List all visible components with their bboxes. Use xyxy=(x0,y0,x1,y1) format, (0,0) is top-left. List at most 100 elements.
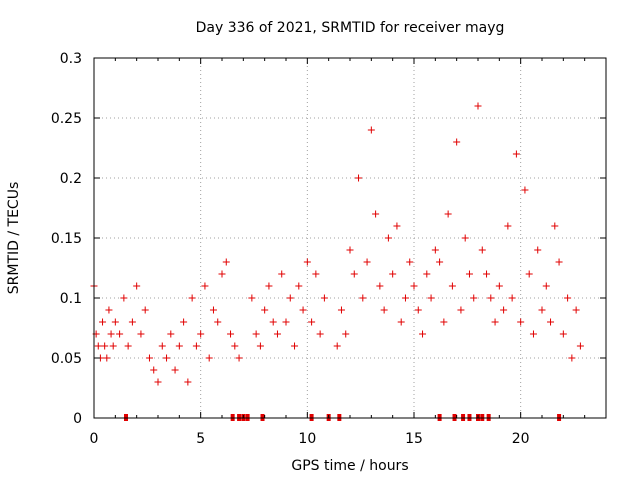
data-point xyxy=(175,342,183,350)
data-point xyxy=(474,102,482,110)
data-point xyxy=(504,222,512,230)
grid xyxy=(94,58,606,418)
data-point xyxy=(184,378,192,386)
data-point xyxy=(389,270,397,278)
data-point xyxy=(197,330,205,338)
data-point xyxy=(145,354,153,362)
data-point xyxy=(393,222,401,230)
data-point xyxy=(419,330,427,338)
data-point xyxy=(101,342,109,350)
y-tick-label: 0 xyxy=(73,411,82,427)
data-point xyxy=(491,318,499,326)
data-point xyxy=(261,306,269,314)
data-point xyxy=(252,330,260,338)
data-point xyxy=(423,270,431,278)
y-tick-label: 0.1 xyxy=(60,291,82,307)
data-point xyxy=(94,342,102,350)
data-point xyxy=(431,246,439,254)
data-point xyxy=(222,258,230,266)
data-point xyxy=(457,306,465,314)
data-point xyxy=(367,126,375,134)
data-point xyxy=(299,306,307,314)
data-point xyxy=(103,354,111,362)
data-point xyxy=(180,318,188,326)
data-point xyxy=(227,330,235,338)
data-point xyxy=(406,258,414,266)
data-point xyxy=(218,270,226,278)
data-point xyxy=(171,366,179,374)
data-point xyxy=(397,318,405,326)
data-point xyxy=(470,294,478,302)
data-point xyxy=(303,258,311,266)
data-point xyxy=(427,294,435,302)
data-point xyxy=(133,282,141,290)
y-tick-label: 0.2 xyxy=(60,171,82,187)
data-point xyxy=(410,282,418,290)
x-tick-labels: 0 5 10 15 20 xyxy=(90,431,530,447)
data-point xyxy=(542,282,550,290)
data-point xyxy=(359,294,367,302)
data-point xyxy=(167,330,175,338)
data-point xyxy=(214,318,222,326)
data-point xyxy=(346,246,354,254)
x-axis-label: GPS time / hours xyxy=(291,458,408,474)
data-point xyxy=(192,342,200,350)
data-point xyxy=(380,306,388,314)
data-point xyxy=(414,306,422,314)
data-point xyxy=(342,330,350,338)
data-point xyxy=(500,306,508,314)
y-tick-label: 0.25 xyxy=(51,111,82,127)
data-point xyxy=(265,282,273,290)
data-point xyxy=(508,294,516,302)
data-point xyxy=(205,354,213,362)
y-tick-labels: 0 0.05 0.1 0.15 0.2 0.25 0.3 xyxy=(51,51,82,427)
data-point xyxy=(320,294,328,302)
data-point xyxy=(465,270,473,278)
data-point xyxy=(128,318,136,326)
data-point xyxy=(295,282,303,290)
data-point xyxy=(109,342,117,350)
data-point xyxy=(555,258,563,266)
data-point xyxy=(163,354,171,362)
y-tick-label: 0.05 xyxy=(51,351,82,367)
data-point xyxy=(231,342,239,350)
data-point xyxy=(269,318,277,326)
data-point xyxy=(116,330,124,338)
x-tick-label: 15 xyxy=(405,431,423,447)
data-point xyxy=(337,306,345,314)
data-point xyxy=(105,306,113,314)
data-point xyxy=(572,306,580,314)
data-point xyxy=(124,342,132,350)
data-point xyxy=(448,282,456,290)
data-point xyxy=(487,294,495,302)
data-point xyxy=(401,294,409,302)
data-point xyxy=(312,270,320,278)
data-point xyxy=(107,330,115,338)
data-point xyxy=(534,246,542,254)
data-point xyxy=(568,354,576,362)
data-point xyxy=(209,306,217,314)
axis-ticks xyxy=(93,57,606,419)
chart-title: Day 336 of 2021, SRMTID for receiver may… xyxy=(196,20,505,36)
data-point xyxy=(564,294,572,302)
data-point xyxy=(150,366,158,374)
data-point xyxy=(495,282,503,290)
data-point xyxy=(525,270,533,278)
y-tick-label: 0.15 xyxy=(51,231,82,247)
data-point xyxy=(188,294,196,302)
data-point xyxy=(355,174,363,182)
data-points xyxy=(90,102,584,386)
x-tick-label: 10 xyxy=(298,431,316,447)
data-point xyxy=(273,330,281,338)
data-point xyxy=(478,246,486,254)
data-point xyxy=(376,282,384,290)
data-point xyxy=(461,234,469,242)
data-point xyxy=(547,318,555,326)
data-point xyxy=(512,150,520,158)
data-point xyxy=(256,342,264,350)
x-tick-label: 0 xyxy=(90,431,99,447)
data-point xyxy=(278,270,286,278)
data-point xyxy=(141,306,149,314)
data-point xyxy=(363,258,371,266)
